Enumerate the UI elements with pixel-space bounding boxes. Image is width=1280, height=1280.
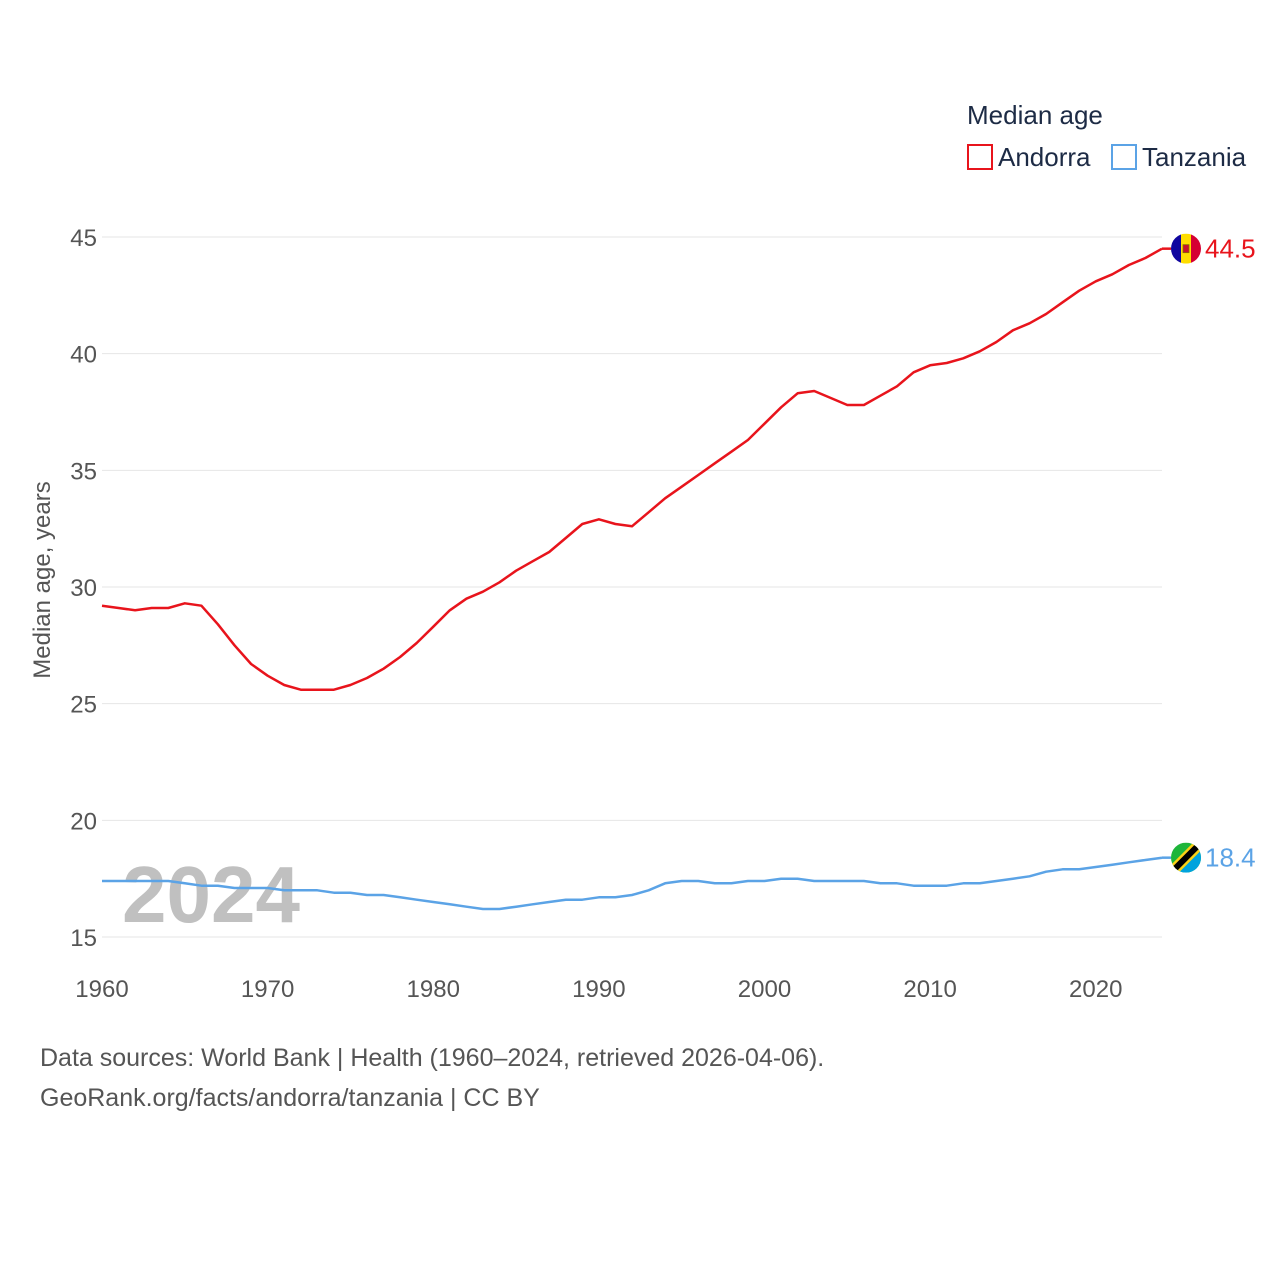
- series-end-markers: 44.5 18.4: [1162, 233, 1256, 873]
- y-axis-title: Median age, years: [29, 481, 56, 678]
- footer-source: Data sources: World Bank | Health (1960–…: [40, 1044, 825, 1072]
- series-lines: [101, 247, 1163, 911]
- x-tick-label-2010: 2010: [903, 976, 956, 1003]
- y-axis-ticks: 15 20 25 30 35 40 45: [70, 225, 97, 952]
- x-tick-label-1980: 1980: [407, 976, 460, 1003]
- legend-title: Median age: [967, 100, 1103, 130]
- footer-link[interactable]: GeoRank.org/facts/andorra/tanzania | CC …: [40, 1084, 540, 1112]
- series-line-tanzania[interactable]: [102, 856, 1163, 911]
- legend: Median age Andorra Tanzania: [967, 100, 1247, 172]
- andorra-flag-icon: [1171, 233, 1201, 264]
- year-watermark: 2024: [122, 850, 300, 939]
- legend-item-andorra[interactable]: Andorra: [967, 142, 1091, 172]
- x-tick-label-1960: 1960: [75, 976, 128, 1003]
- x-tick-label-2020: 2020: [1069, 976, 1122, 1003]
- legend-swatch-andorra: [967, 144, 993, 170]
- end-value-label-andorra: 44.5: [1205, 234, 1256, 264]
- legend-label-tanzania: Tanzania: [1142, 142, 1247, 172]
- y-tick-label-15: 15: [70, 925, 97, 952]
- x-tick-label-2000: 2000: [738, 976, 791, 1003]
- x-axis-ticks: 1960 1970 1980 1990 2000 2010 2020: [75, 976, 1122, 1003]
- legend-item-tanzania[interactable]: Tanzania: [1111, 142, 1247, 172]
- series-line-andorra[interactable]: [101, 247, 1163, 691]
- gridlines: [102, 236, 1162, 938]
- legend-swatch-tanzania: [1111, 144, 1137, 170]
- line-chart: 2024 15 20 25 30 35 40 45 1960 1970 1980 1990 2000…: [29, 100, 1256, 1003]
- tanzania-flag-icon: [1171, 842, 1201, 873]
- y-tick-label-25: 25: [70, 692, 97, 719]
- y-tick-label-35: 35: [70, 458, 97, 485]
- legend-label-andorra: Andorra: [998, 142, 1091, 172]
- end-value-label-tanzania: 18.4: [1205, 843, 1256, 873]
- y-tick-label-40: 40: [70, 342, 97, 369]
- x-tick-label-1990: 1990: [572, 976, 625, 1003]
- y-tick-label-45: 45: [70, 225, 97, 252]
- x-tick-label-1970: 1970: [241, 976, 294, 1003]
- y-tick-label-30: 30: [70, 575, 97, 602]
- y-tick-label-20: 20: [70, 808, 97, 835]
